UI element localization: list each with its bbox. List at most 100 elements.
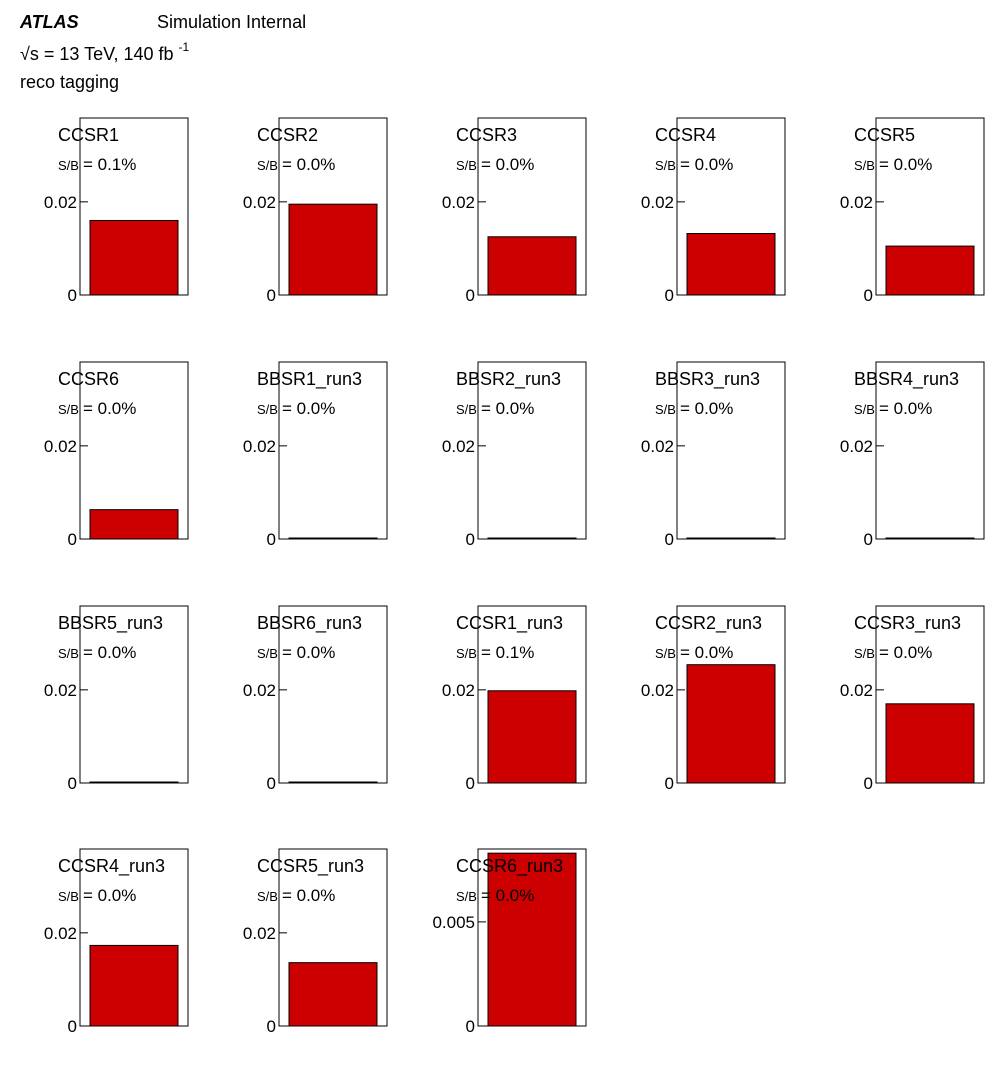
y-tick-label: 0.02: [44, 437, 77, 456]
sb-label: S/B: [854, 402, 875, 417]
plot-header: ATLAS Simulation Internal √s = 13 TeV, 1…: [0, 0, 996, 110]
y-tick-label: 0: [267, 286, 276, 305]
y-tick-label: 0.02: [840, 193, 873, 212]
y-tick-label: 0.02: [44, 681, 77, 700]
sb-annotation: S/B = 0.0%: [257, 155, 335, 174]
sb-value: = 0.0%: [282, 886, 335, 905]
y-tick-label: 0: [864, 286, 873, 305]
panel-title: CCSR6_run3: [456, 856, 563, 877]
panel-ccsr1: 0 0.02 CCSR1 S/B = 0.1%: [44, 117, 189, 305]
selection-label: reco tagging: [20, 72, 120, 92]
y-tick-label: 0: [267, 774, 276, 793]
sb-annotation: S/B = 0.0%: [456, 399, 534, 418]
sb-value: = 0.0%: [680, 643, 733, 662]
bar: [89, 781, 179, 784]
sb-annotation: S/B = 0.0%: [257, 643, 335, 662]
panel-ccsr2: 0 0.02 CCSR2 S/B = 0.0%: [243, 117, 388, 305]
panel-title: CCSR2: [257, 125, 318, 145]
bar: [288, 962, 378, 1027]
panel-title: BBSR6_run3: [257, 613, 362, 634]
panel-title: BBSR4_run3: [854, 369, 959, 390]
sb-label: S/B: [456, 646, 477, 661]
panel-title: CCSR1_run3: [456, 613, 563, 634]
sb-annotation: S/B = 0.1%: [456, 643, 534, 662]
sb-label: S/B: [257, 889, 278, 904]
y-tick-label: 0: [665, 530, 674, 549]
panel-ccsr3: 0 0.02 CCSR3 S/B = 0.0%: [442, 117, 587, 305]
sb-annotation: S/B = 0.0%: [854, 399, 932, 418]
sb-value: = 0.0%: [481, 886, 534, 905]
bar: [686, 537, 776, 540]
sb-value: = 0.0%: [481, 399, 534, 418]
y-tick-label: 0: [466, 1017, 475, 1036]
y-tick-label: 0: [665, 774, 674, 793]
experiment-label: ATLAS: [20, 12, 79, 32]
y-tick-label: 0.02: [442, 437, 475, 456]
sb-annotation: S/B = 0.0%: [456, 886, 534, 905]
panel-title: BBSR3_run3: [655, 369, 760, 390]
sb-label: S/B: [58, 402, 79, 417]
sb-label: S/B: [456, 402, 477, 417]
y-tick-label: 0: [68, 530, 77, 549]
lumi-exponent: -1: [178, 40, 190, 54]
panel-ccsr5-run3: 0 0.02 CCSR5_run3 S/B = 0.0%: [243, 848, 388, 1036]
y-tick-label: 0.02: [243, 681, 276, 700]
bar: [885, 245, 975, 296]
sb-annotation: S/B = 0.0%: [655, 399, 733, 418]
panel-ccsr1-run3: 0 0.02 CCSR1_run3 S/B = 0.1%: [442, 605, 587, 793]
panel-ccsr6-run3: 0 0.005 CCSR6_run3 S/B = 0.0%: [432, 848, 587, 1036]
y-tick-label: 0: [466, 530, 475, 549]
sb-annotation: S/B = 0.0%: [257, 886, 335, 905]
sb-value: = 0.0%: [680, 399, 733, 418]
panel-ccsr2-run3: 0 0.02 CCSR2_run3 S/B = 0.0%: [641, 605, 786, 793]
y-tick-label: 0: [267, 1017, 276, 1036]
bar: [686, 233, 776, 296]
panel-title: CCSR2_run3: [655, 613, 762, 634]
bar: [288, 781, 378, 784]
panel-title: BBSR2_run3: [456, 369, 561, 390]
sb-annotation: S/B = 0.0%: [854, 643, 932, 662]
sb-annotation: S/B = 0.0%: [854, 155, 932, 174]
sb-value: = 0.0%: [83, 886, 136, 905]
y-tick-label: 0.02: [243, 193, 276, 212]
y-tick-label: 0.02: [840, 437, 873, 456]
sb-annotation: S/B = 0.0%: [655, 643, 733, 662]
y-tick-label: 0.02: [840, 681, 873, 700]
y-tick-label: 0: [864, 530, 873, 549]
y-tick-label: 0.02: [641, 193, 674, 212]
panel-title: CCSR3_run3: [854, 613, 961, 634]
panel-bbsr6-run3: 0 0.02 BBSR6_run3 S/B = 0.0%: [243, 605, 388, 793]
panel-bbsr3-run3: 0 0.02 BBSR3_run3 S/B = 0.0%: [641, 361, 786, 549]
panel-bbsr2-run3: 0 0.02 BBSR2_run3 S/B = 0.0%: [442, 361, 587, 549]
bar: [89, 219, 179, 296]
sb-value: = 0.0%: [680, 155, 733, 174]
sb-value: = 0.0%: [282, 155, 335, 174]
sb-label: S/B: [257, 158, 278, 173]
y-tick-label: 0.02: [44, 924, 77, 943]
panel-title: CCSR1: [58, 125, 119, 145]
panel-bbsr1-run3: 0 0.02 BBSR1_run3 S/B = 0.0%: [243, 361, 388, 549]
sb-annotation: S/B = 0.1%: [58, 155, 136, 174]
panel-bbsr5-run3: 0 0.02 BBSR5_run3 S/B = 0.0%: [44, 605, 189, 793]
panel-title: CCSR4: [655, 125, 716, 145]
sb-label: S/B: [257, 646, 278, 661]
y-tick-label: 0.02: [641, 681, 674, 700]
sb-label: S/B: [58, 646, 79, 661]
panel-title: BBSR1_run3: [257, 369, 362, 390]
y-tick-label: 0.02: [641, 437, 674, 456]
energy-text: √s = 13 TeV, 140 fb: [20, 44, 174, 64]
panel-ccsr3-run3: 0 0.02 CCSR3_run3 S/B = 0.0%: [840, 605, 985, 793]
y-tick-label: 0.02: [442, 681, 475, 700]
panel-ccsr4: 0 0.02 CCSR4 S/B = 0.0%: [641, 117, 786, 305]
sb-value: = 0.0%: [83, 643, 136, 662]
y-tick-label: 0: [864, 774, 873, 793]
bar: [885, 537, 975, 540]
y-tick-label: 0.005: [432, 913, 475, 932]
bar: [487, 236, 577, 296]
sb-annotation: S/B = 0.0%: [58, 643, 136, 662]
bar: [885, 703, 975, 784]
sb-value: = 0.0%: [282, 643, 335, 662]
sb-label: S/B: [655, 402, 676, 417]
sb-label: S/B: [854, 158, 875, 173]
